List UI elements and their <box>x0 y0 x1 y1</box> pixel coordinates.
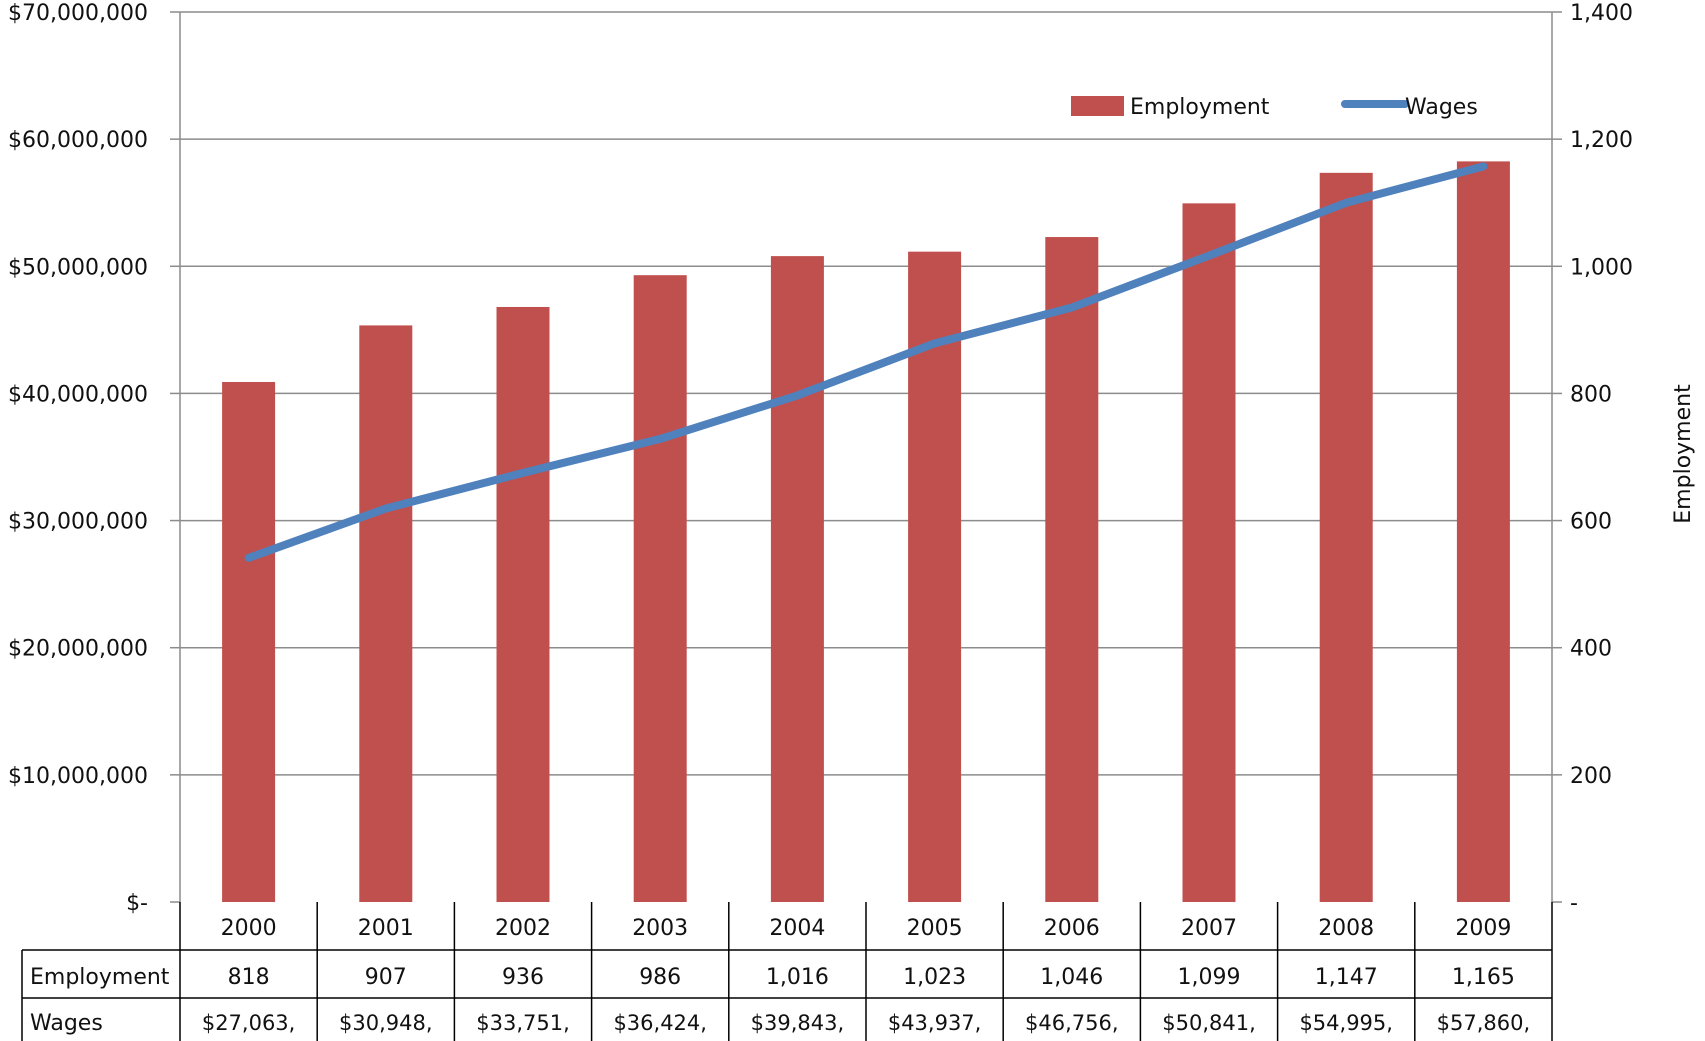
left-tick-label: $40,000,000 <box>8 382 148 407</box>
bar-employment-2002 <box>496 306 550 902</box>
right-tick-label: 1,200 <box>1570 128 1633 153</box>
left-tick-label: $- <box>126 891 148 916</box>
legend-label-employment: Employment <box>1130 95 1270 120</box>
category-label: 2001 <box>358 916 414 941</box>
category-label: 2006 <box>1044 916 1100 941</box>
right-axis-ticks: - 200 400 600 800 1,000 1,200 1,400 <box>1552 1 1633 916</box>
category-label: 2007 <box>1181 916 1237 941</box>
category-label: 2009 <box>1455 916 1511 941</box>
left-tick-label: $30,000,000 <box>8 510 148 535</box>
table-cell-wages: $33,751, <box>476 1011 570 1035</box>
table-cell-wages: $43,937, <box>888 1011 982 1035</box>
left-tick-label: $20,000,000 <box>8 637 148 662</box>
right-tick-label: 1,000 <box>1570 255 1633 280</box>
bar-employment-2003 <box>633 275 687 903</box>
left-axis-ticks: $- $10,000,000 $20,000,000 $30,000,000 $40,0… <box>8 1 180 916</box>
category-label: 2002 <box>495 916 551 941</box>
table-row-header-employment: Employment <box>30 965 170 990</box>
table-cell-wages: $36,424, <box>613 1011 707 1035</box>
table-cell-employment: 1,023 <box>903 965 966 990</box>
legend-swatch-employment <box>1071 96 1124 116</box>
table-cell-employment: 907 <box>365 965 407 990</box>
left-tick-label: $70,000,000 <box>8 1 148 26</box>
right-tick-label: 400 <box>1570 637 1612 662</box>
bar-employment-2005 <box>908 251 962 902</box>
bar-employment-2007 <box>1182 203 1236 903</box>
bar-employment-2008 <box>1319 172 1373 903</box>
table-row-header-wages: Wages <box>30 1011 103 1036</box>
data-table: 2000 2001 2002 2003 2004 2005 2006 2007 2008 2009… <box>21 902 1553 1041</box>
left-tick-label: $10,000,000 <box>8 764 148 789</box>
right-tick-label: 800 <box>1570 382 1612 407</box>
table-cell-wages: $39,843, <box>751 1011 845 1035</box>
table-cell-wages: $54,995, <box>1299 1011 1393 1035</box>
bar-employment-2004 <box>770 256 824 903</box>
bar-employment-2006 <box>1045 237 1099 903</box>
table-cell-employment: 818 <box>228 965 270 990</box>
table-cell-employment: 1,046 <box>1040 965 1103 990</box>
right-tick-label: - <box>1570 891 1578 916</box>
right-tick-label: 600 <box>1570 510 1612 535</box>
left-tick-label: $60,000,000 <box>8 128 148 153</box>
table-cell-employment: 1,147 <box>1315 965 1378 990</box>
right-axis-title: Employment <box>1671 384 1696 524</box>
table-cell-employment: 986 <box>639 965 681 990</box>
right-tick-label: 1,400 <box>1570 1 1633 26</box>
left-tick-label: $50,000,000 <box>8 255 148 280</box>
right-tick-label: 200 <box>1570 764 1612 789</box>
bar-employment-2000 <box>222 381 276 902</box>
bar-employment-2009 <box>1456 161 1510 903</box>
table-cell-employment: 936 <box>502 965 544 990</box>
legend-label-wages: Wages <box>1405 95 1478 120</box>
wages-line-series <box>244 162 1488 562</box>
table-cell-wages: $57,860, <box>1437 1011 1531 1035</box>
category-label: 2000 <box>221 916 277 941</box>
category-label: 2008 <box>1318 916 1374 941</box>
category-label: 2003 <box>632 916 688 941</box>
plot-frame <box>179 12 1553 902</box>
legend: Employment Wages <box>1071 95 1478 120</box>
category-label: 2005 <box>907 916 963 941</box>
table-cell-wages: $50,841, <box>1162 1011 1256 1035</box>
table-cell-wages: $46,756, <box>1025 1011 1119 1035</box>
table-cell-employment: 1,165 <box>1452 965 1515 990</box>
category-label: 2004 <box>769 916 825 941</box>
employment-bars <box>222 161 1510 903</box>
table-cell-employment: 1,016 <box>766 965 829 990</box>
table-cell-employment: 1,099 <box>1178 965 1241 990</box>
table-cell-wages: $30,948, <box>339 1011 433 1035</box>
table-cell-wages: $27,063, <box>202 1011 296 1035</box>
line-wages <box>244 162 1488 562</box>
bar-employment-2001 <box>359 325 413 903</box>
